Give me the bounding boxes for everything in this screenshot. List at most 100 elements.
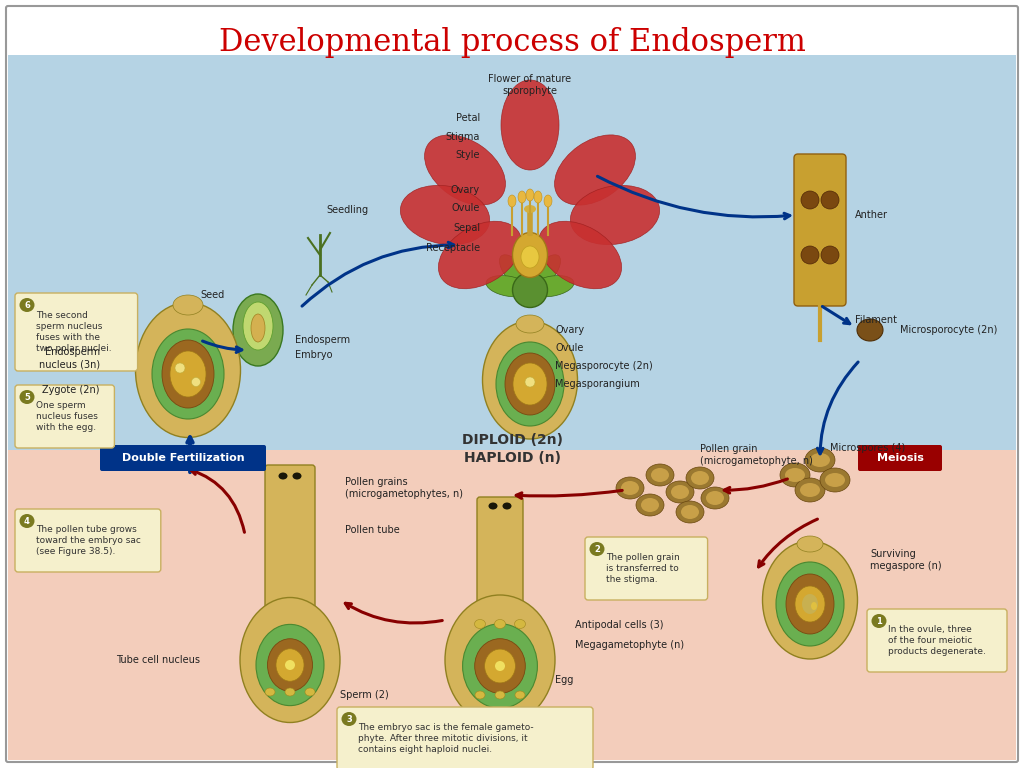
- Ellipse shape: [496, 342, 564, 426]
- Ellipse shape: [486, 276, 530, 296]
- Text: 3: 3: [346, 714, 352, 723]
- Ellipse shape: [267, 639, 312, 691]
- Ellipse shape: [871, 614, 887, 628]
- Text: 5: 5: [24, 392, 30, 402]
- FancyBboxPatch shape: [337, 707, 593, 768]
- Ellipse shape: [525, 377, 535, 387]
- Ellipse shape: [484, 649, 515, 683]
- FancyBboxPatch shape: [477, 497, 523, 605]
- Ellipse shape: [276, 649, 304, 681]
- Ellipse shape: [701, 487, 729, 509]
- Ellipse shape: [175, 363, 185, 373]
- Ellipse shape: [425, 135, 506, 205]
- Ellipse shape: [243, 302, 273, 350]
- Text: The second
sperm nucleus
fuses with the
two polar nuclei.: The second sperm nucleus fuses with the …: [36, 311, 112, 353]
- Text: Receptacle: Receptacle: [426, 243, 480, 253]
- Ellipse shape: [516, 315, 544, 333]
- Ellipse shape: [256, 624, 324, 706]
- Ellipse shape: [780, 463, 810, 487]
- Ellipse shape: [800, 483, 820, 497]
- Ellipse shape: [825, 473, 845, 487]
- Ellipse shape: [555, 135, 636, 205]
- Text: Double Fertilization: Double Fertilization: [122, 453, 245, 463]
- FancyBboxPatch shape: [265, 465, 315, 608]
- Ellipse shape: [805, 448, 835, 472]
- Ellipse shape: [651, 468, 669, 482]
- Ellipse shape: [501, 80, 559, 170]
- Text: Endosperm
nucleus (3n): Endosperm nucleus (3n): [39, 347, 100, 369]
- Ellipse shape: [811, 602, 817, 610]
- Ellipse shape: [400, 185, 489, 245]
- Ellipse shape: [706, 491, 724, 505]
- Ellipse shape: [636, 494, 664, 516]
- Text: Sepal: Sepal: [453, 223, 480, 233]
- Text: 6: 6: [24, 300, 30, 310]
- Ellipse shape: [821, 191, 839, 209]
- Ellipse shape: [495, 661, 505, 671]
- Text: Sperm (2): Sperm (2): [340, 690, 389, 700]
- FancyBboxPatch shape: [100, 445, 266, 471]
- Text: Ovule: Ovule: [452, 203, 480, 213]
- Ellipse shape: [820, 468, 850, 492]
- FancyBboxPatch shape: [15, 293, 137, 371]
- Text: Tube cell nucleus: Tube cell nucleus: [116, 655, 200, 665]
- Ellipse shape: [544, 195, 552, 207]
- Ellipse shape: [797, 536, 823, 552]
- Ellipse shape: [570, 185, 659, 245]
- Text: Pollen grain
(microgametophyte, n): Pollen grain (microgametophyte, n): [700, 444, 813, 466]
- Ellipse shape: [19, 298, 35, 312]
- Ellipse shape: [173, 295, 203, 315]
- Text: Zygote (2n): Zygote (2n): [43, 385, 100, 395]
- Ellipse shape: [505, 353, 555, 415]
- Ellipse shape: [463, 624, 538, 708]
- Ellipse shape: [691, 471, 709, 485]
- Ellipse shape: [508, 195, 516, 207]
- Text: Megagametophyte (n): Megagametophyte (n): [575, 640, 684, 650]
- FancyBboxPatch shape: [15, 509, 161, 572]
- Text: Meiosis: Meiosis: [877, 453, 924, 463]
- Ellipse shape: [162, 340, 214, 408]
- Text: The pollen tube grows
toward the embryo sac
(see Figure 38.5).: The pollen tube grows toward the embryo …: [36, 525, 141, 556]
- Ellipse shape: [763, 541, 857, 659]
- Text: Pollen tube: Pollen tube: [345, 525, 399, 535]
- Text: Ovary: Ovary: [555, 325, 584, 335]
- Ellipse shape: [251, 314, 265, 342]
- Text: The pollen grain
is transferred to
the stigma.: The pollen grain is transferred to the s…: [606, 553, 680, 584]
- Text: Endosperm: Endosperm: [295, 335, 350, 345]
- Ellipse shape: [857, 319, 883, 341]
- Ellipse shape: [233, 294, 283, 366]
- Ellipse shape: [526, 189, 534, 201]
- Bar: [8, 450, 1016, 760]
- Text: Microsporocyte (2n): Microsporocyte (2n): [900, 325, 997, 335]
- Ellipse shape: [671, 485, 689, 499]
- Ellipse shape: [482, 321, 578, 439]
- Ellipse shape: [641, 498, 659, 512]
- Ellipse shape: [512, 233, 548, 277]
- Ellipse shape: [495, 620, 506, 628]
- Text: Ovary: Ovary: [451, 185, 480, 195]
- Ellipse shape: [135, 303, 241, 438]
- Text: 1: 1: [877, 617, 882, 625]
- Ellipse shape: [503, 502, 512, 509]
- Text: Flower of mature
sporophyte: Flower of mature sporophyte: [488, 74, 571, 96]
- Ellipse shape: [616, 477, 644, 499]
- Ellipse shape: [305, 688, 315, 696]
- Ellipse shape: [810, 453, 830, 467]
- Text: Embryo: Embryo: [295, 350, 333, 360]
- Ellipse shape: [529, 276, 573, 296]
- Ellipse shape: [488, 502, 498, 509]
- FancyBboxPatch shape: [794, 154, 846, 306]
- Ellipse shape: [475, 639, 525, 694]
- Text: Style: Style: [456, 150, 480, 160]
- Text: Ovule: Ovule: [555, 343, 584, 353]
- Ellipse shape: [802, 594, 818, 614]
- Ellipse shape: [534, 191, 542, 203]
- FancyBboxPatch shape: [858, 445, 942, 471]
- Ellipse shape: [514, 620, 525, 628]
- Text: Antipodal cells (3): Antipodal cells (3): [575, 620, 664, 630]
- Ellipse shape: [285, 660, 295, 670]
- Text: The embryo sac is the female gameto-
phyte. After three mitotic divisions, it
co: The embryo sac is the female gameto- phy…: [358, 723, 534, 754]
- Ellipse shape: [500, 255, 532, 292]
- Ellipse shape: [621, 481, 639, 495]
- Ellipse shape: [475, 691, 485, 699]
